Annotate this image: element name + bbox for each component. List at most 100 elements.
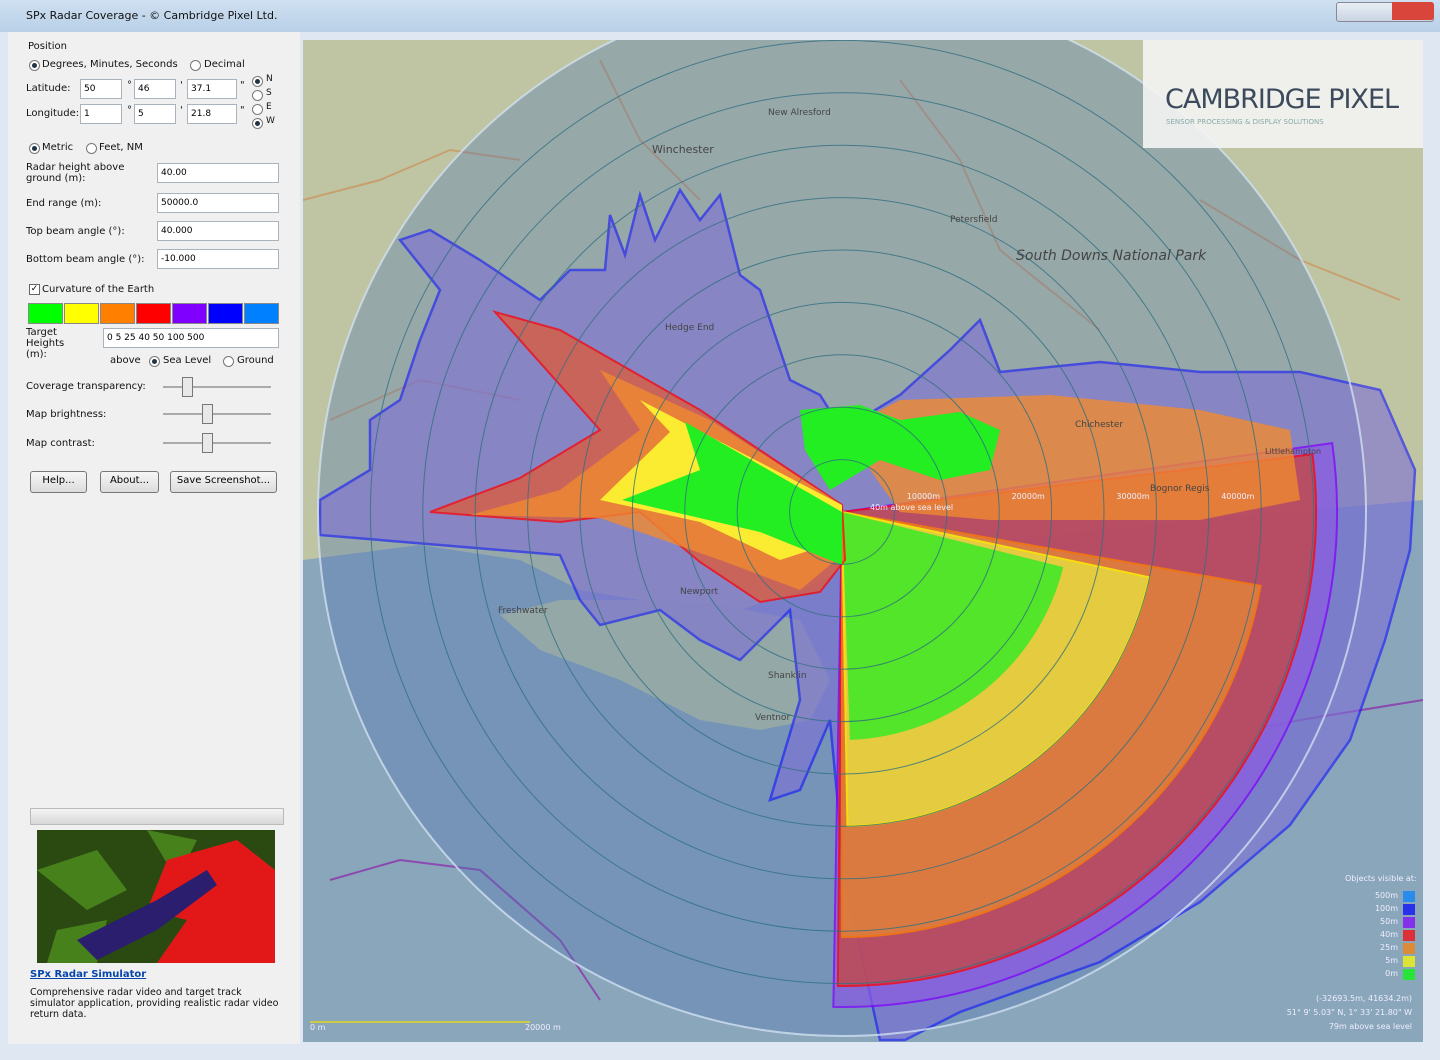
- window-title: SPx Radar Coverage - © Cambridge Pixel L…: [26, 9, 278, 22]
- radio[interactable]: [223, 356, 234, 367]
- spinbox[interactable]: 1: [80, 104, 122, 124]
- map: [303, 40, 1423, 1042]
- range-ring: [317, 40, 1367, 1037]
- tab-bar[interactable]: [30, 808, 284, 825]
- range-ring: [370, 40, 1314, 984]
- radio[interactable]: [190, 60, 201, 71]
- slider-thumb[interactable]: [202, 433, 213, 453]
- label: Target Heights (m):: [26, 327, 65, 360]
- status: 51° 9' 5.03" N, 1° 33' 21.80" W: [1286, 1008, 1412, 1017]
- slider[interactable]: [163, 413, 271, 415]
- radio[interactable]: [149, 356, 160, 367]
- button[interactable]: About...: [100, 471, 159, 493]
- slider[interactable]: [163, 442, 271, 444]
- button[interactable]: Save Screenshot...: [170, 471, 277, 493]
- title-bar: [0, 0, 1440, 32]
- legend-swatch: [1403, 917, 1415, 928]
- label: Feet, NM: [99, 142, 143, 153]
- place-label: Winchester: [652, 143, 714, 156]
- label: E: [266, 102, 272, 112]
- range-ring: [474, 144, 1210, 880]
- checkbox[interactable]: ✓: [29, 284, 40, 295]
- status: (-32693.5m, 41634.2m): [1316, 994, 1412, 1003]
- spinbox[interactable]: 5: [134, 104, 176, 124]
- label: Radar height above ground (m):: [26, 162, 125, 184]
- input[interactable]: 0 5 25 40 50 100 500: [103, 328, 279, 348]
- radio[interactable]: [252, 118, 263, 129]
- range-label: 20000m: [1011, 492, 1045, 501]
- legend-label: 500m: [1374, 891, 1398, 900]
- label: W: [266, 116, 275, 126]
- place-label: Freshwater: [498, 606, 548, 616]
- sep: ': [180, 80, 183, 91]
- legend-title: Objects visible at:: [1345, 874, 1417, 883]
- legend-label: 50m: [1380, 917, 1398, 926]
- logo-box: [1143, 40, 1423, 148]
- coverage-0m: [842, 512, 1064, 740]
- range-ring: [684, 354, 1000, 670]
- radio[interactable]: [29, 143, 40, 154]
- radio[interactable]: [86, 143, 97, 154]
- spinbox[interactable]: 21.8: [187, 104, 237, 124]
- tagline: SENSOR PROCESSING & DISPLAY SOLUTIONS: [1166, 118, 1324, 126]
- slider[interactable]: [163, 386, 271, 388]
- close-button[interactable]: [1392, 2, 1434, 20]
- scale-label: 0 m: [310, 1023, 326, 1032]
- label: Coverage transparency:: [26, 381, 146, 392]
- place-label: Chichester: [1075, 420, 1124, 430]
- spinbox[interactable]: 46: [134, 79, 176, 99]
- label: S: [266, 88, 272, 98]
- radio[interactable]: [252, 76, 263, 87]
- color-swatch[interactable]: [100, 303, 135, 324]
- label: N: [266, 74, 273, 84]
- legend-label: 0m: [1385, 969, 1398, 978]
- sep: ": [240, 105, 245, 116]
- spinbox[interactable]: 50: [80, 79, 122, 99]
- color-swatch[interactable]: [172, 303, 207, 324]
- color-swatch[interactable]: [208, 303, 243, 324]
- link[interactable]: SPx Radar Simulator: [30, 969, 147, 980]
- input[interactable]: -10.000: [157, 249, 279, 269]
- coverage-0m-north: [800, 405, 1000, 490]
- radio[interactable]: [29, 60, 40, 71]
- image-land: [37, 830, 197, 963]
- button[interactable]: Help...: [30, 471, 87, 493]
- label: Decimal: [204, 59, 245, 70]
- radio[interactable]: [252, 90, 263, 101]
- color-swatch[interactable]: [64, 303, 99, 324]
- sep: ': [180, 105, 183, 116]
- place-label: New Alresford: [768, 108, 831, 118]
- range-ring: [736, 406, 948, 618]
- legend-swatch: [1403, 904, 1415, 915]
- radio[interactable]: [252, 104, 263, 115]
- label: Top beam angle (°):: [26, 226, 125, 237]
- color-swatch[interactable]: [28, 303, 63, 324]
- place-label: South Downs National Park: [1016, 248, 1206, 264]
- range-label: 10000m: [906, 492, 941, 501]
- spinbox[interactable]: 37.1: [187, 79, 237, 99]
- label: Degrees, Minutes, Seconds: [42, 59, 178, 70]
- color-swatch[interactable]: [244, 303, 279, 324]
- input[interactable]: 40.00: [157, 163, 279, 183]
- image-red: [147, 840, 275, 963]
- place-label: Ventnor: [755, 713, 791, 723]
- range-ring: [789, 459, 895, 565]
- slider-thumb[interactable]: [182, 377, 193, 397]
- range-ring: [631, 301, 1053, 723]
- input[interactable]: 40.000: [157, 221, 279, 241]
- label: Metric: [42, 142, 74, 153]
- label: Ground: [237, 355, 274, 366]
- sep: ": [240, 80, 245, 91]
- color-swatch[interactable]: [136, 303, 171, 324]
- roads: [303, 59, 1401, 421]
- range-label: 40000m: [1221, 492, 1255, 501]
- legend-label: 5m: [1385, 956, 1398, 965]
- range-ring: [422, 92, 1262, 932]
- description: Comprehensive radar video and target tra…: [30, 987, 279, 1020]
- promo-image[interactable]: [37, 830, 275, 963]
- place-label: Hedge End: [665, 323, 715, 333]
- slider-thumb[interactable]: [202, 404, 213, 424]
- label: Bottom beam angle (°):: [26, 254, 145, 265]
- input[interactable]: 50000.0: [157, 193, 279, 213]
- label: Longitude:: [26, 108, 80, 119]
